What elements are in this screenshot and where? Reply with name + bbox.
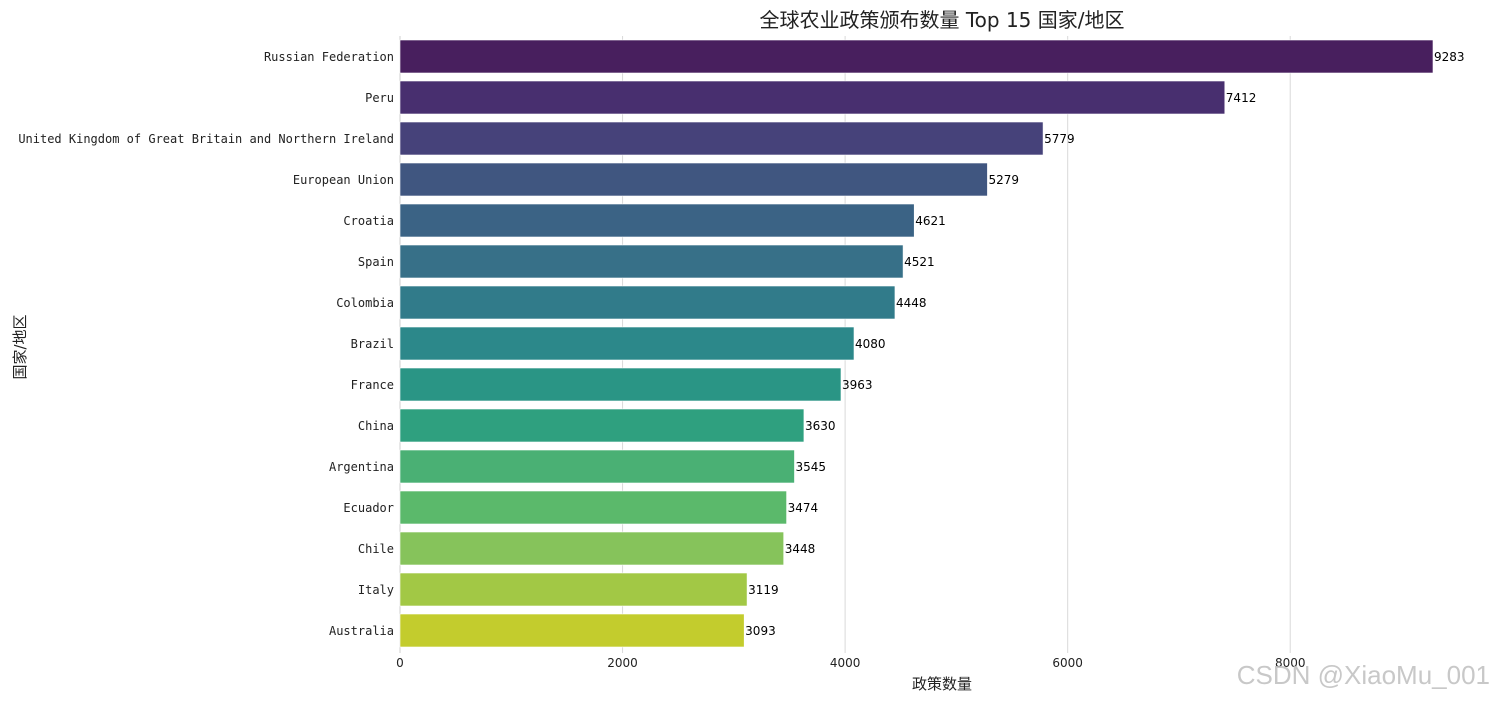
x-tick-label: 6000 <box>1052 656 1083 670</box>
bar <box>399 572 748 607</box>
x-tick-label: 8000 <box>1275 656 1306 670</box>
x-tick-label: 4000 <box>830 656 861 670</box>
x-tick-labels: 0 2000 4000 6000 8000 <box>396 656 1305 670</box>
x-axis-label: 政策数量 <box>912 675 972 693</box>
bar <box>399 39 1434 74</box>
bars <box>399 39 1434 648</box>
y-tick-label: Russian Federation <box>264 50 394 64</box>
y-tick-label: Chile <box>358 542 394 556</box>
y-tick-label: Ecuador <box>343 501 394 515</box>
bar <box>399 449 795 484</box>
y-tick-label: Argentina <box>329 460 394 474</box>
data-label: 3630 <box>805 419 836 433</box>
bar <box>399 244 904 279</box>
y-tick-label: Spain <box>358 255 394 269</box>
y-axis-label: 国家/地区 <box>11 314 29 379</box>
bar <box>399 531 784 566</box>
y-tick-label: Croatia <box>343 214 394 228</box>
bar <box>399 80 1226 115</box>
bar <box>399 121 1044 156</box>
data-label: 3448 <box>785 542 816 556</box>
watermark: CSDN @XiaoMu_001 <box>1236 660 1490 690</box>
bar <box>399 203 915 238</box>
data-label: 4521 <box>904 255 935 269</box>
bar <box>399 162 988 197</box>
y-tick-label: Italy <box>358 583 394 597</box>
data-label: 5279 <box>988 173 1019 187</box>
data-labels: 9283 7412 5779 5279 4621 4521 4448 4080 3963 3630… <box>745 50 1464 638</box>
y-tick-label: Colombia <box>336 296 394 310</box>
data-label: 3093 <box>745 624 776 638</box>
y-tick-label: France <box>351 378 394 392</box>
data-label: 3963 <box>842 378 873 392</box>
bar <box>399 326 855 361</box>
bar <box>399 613 745 648</box>
y-tick-label: China <box>358 419 394 433</box>
x-tick-label: 0 <box>396 656 404 670</box>
data-label: 4080 <box>855 337 886 351</box>
data-label: 3474 <box>788 501 819 515</box>
y-tick-label: European Union <box>293 173 394 187</box>
data-label: 5779 <box>1044 132 1075 146</box>
y-tick-label: Australia <box>329 624 394 638</box>
data-label: 4448 <box>896 296 927 310</box>
y-tick-label: Brazil <box>351 337 394 351</box>
bar <box>399 490 787 525</box>
bar <box>399 408 805 443</box>
bar <box>399 367 842 402</box>
x-tick-label: 2000 <box>607 656 638 670</box>
data-label: 3119 <box>748 583 779 597</box>
chart-title: 全球农业政策颁布数量 Top 15 国家/地区 <box>759 8 1124 32</box>
data-label: 4621 <box>915 214 946 228</box>
data-label: 7412 <box>1226 91 1257 105</box>
bar <box>399 285 896 320</box>
y-tick-labels: Russian Federation Peru United Kingdom of … <box>18 50 394 638</box>
y-tick-label: Peru <box>365 91 394 105</box>
y-tick-label: United Kingdom of Great Britain and Nort… <box>18 132 394 146</box>
data-label: 9283 <box>1434 50 1465 64</box>
data-label: 3545 <box>795 460 826 474</box>
